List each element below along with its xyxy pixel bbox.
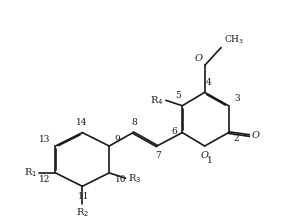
Text: 3: 3 xyxy=(234,94,240,103)
Text: O: O xyxy=(194,54,202,63)
Text: 11: 11 xyxy=(78,192,90,201)
Text: 2: 2 xyxy=(234,134,240,143)
Text: 8: 8 xyxy=(132,118,137,127)
Text: 10: 10 xyxy=(115,175,126,184)
Text: R$_4$: R$_4$ xyxy=(150,94,164,107)
Text: 6: 6 xyxy=(171,127,177,136)
Text: R$_2$: R$_2$ xyxy=(76,207,89,219)
Text: R$_3$: R$_3$ xyxy=(128,172,141,185)
Text: CH$_3$: CH$_3$ xyxy=(224,34,244,46)
Text: O: O xyxy=(201,151,209,160)
Text: 12: 12 xyxy=(39,175,50,184)
Text: R$_1$: R$_1$ xyxy=(23,166,37,179)
Text: 9: 9 xyxy=(115,135,120,144)
Text: 14: 14 xyxy=(76,118,88,127)
Text: 13: 13 xyxy=(39,135,50,144)
Text: 4: 4 xyxy=(206,78,212,87)
Text: 5: 5 xyxy=(175,91,181,100)
Text: 7: 7 xyxy=(155,151,161,160)
Text: O: O xyxy=(252,131,260,140)
Text: 1: 1 xyxy=(207,156,213,165)
